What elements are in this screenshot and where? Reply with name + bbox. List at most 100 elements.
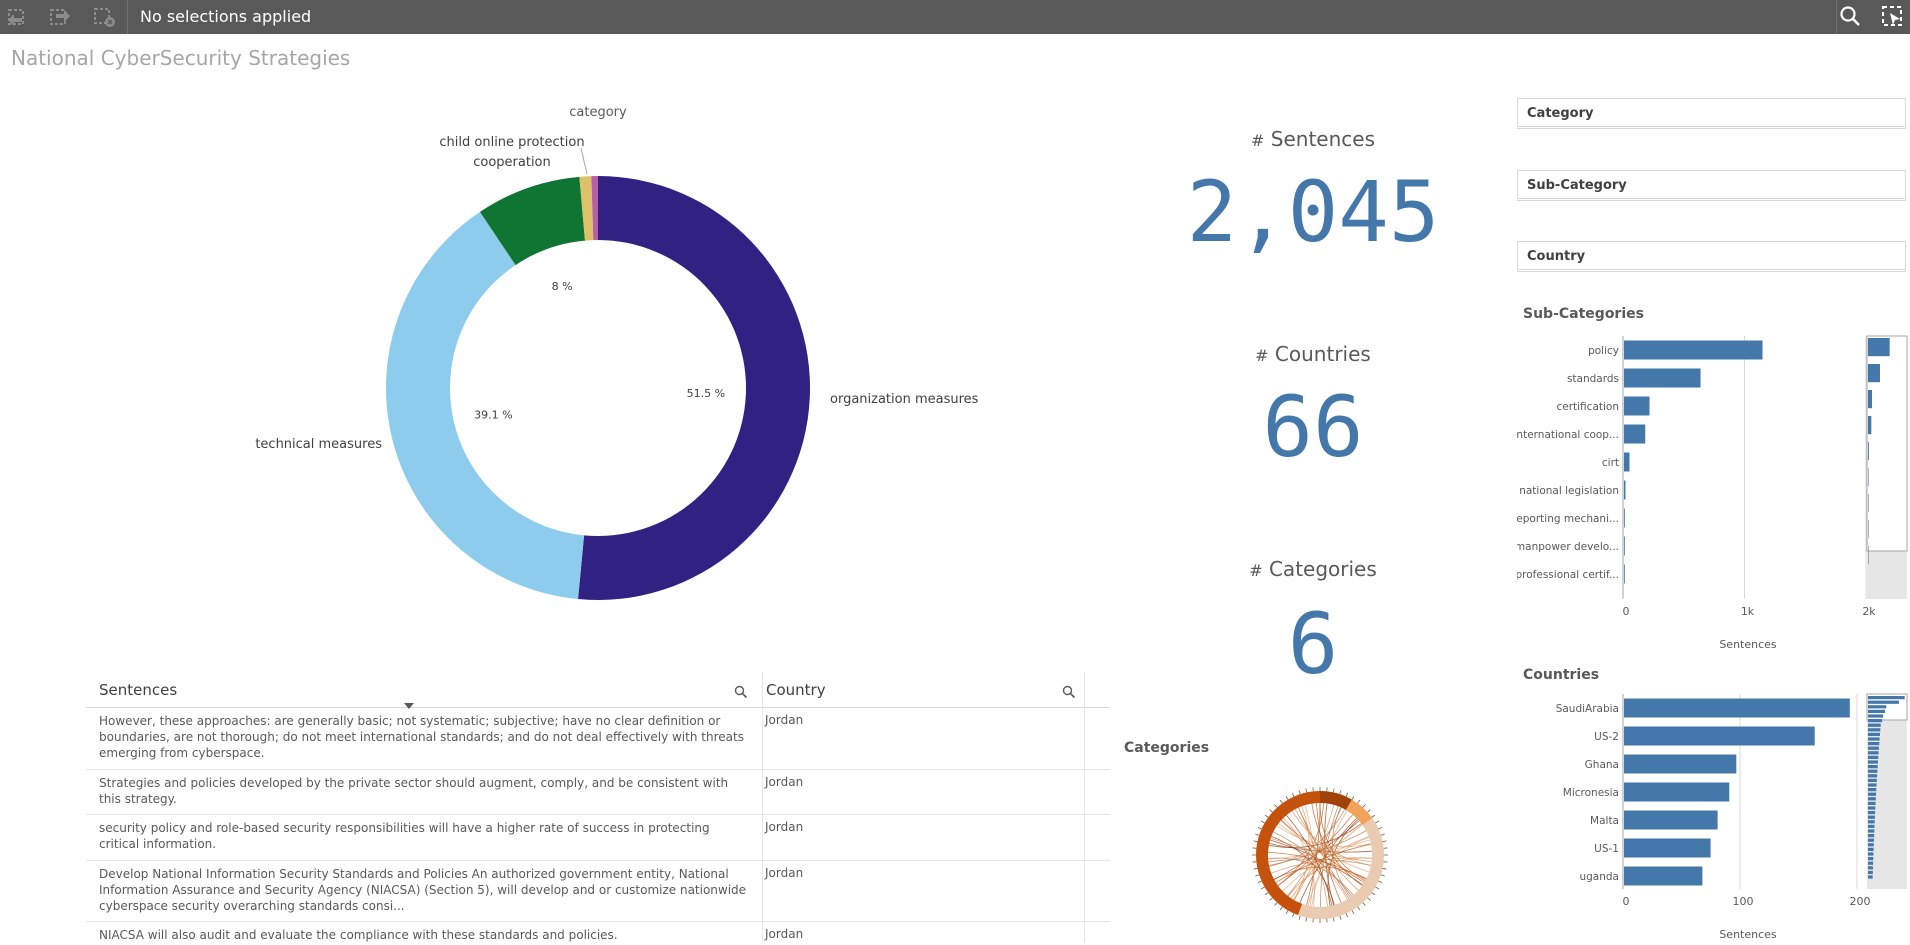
subcategories-category-labels: policy standards certification internationa… (1517, 345, 1619, 581)
donut-slice[interactable] (578, 176, 811, 600)
minichart-bar (1868, 778, 1877, 783)
step-forward-icon[interactable] (48, 6, 72, 28)
bar[interactable] (1624, 810, 1718, 830)
bar[interactable] (1624, 508, 1625, 528)
minichart-bar (1868, 696, 1905, 700)
category-label[interactable]: cirt (1602, 457, 1619, 469)
bar[interactable] (1624, 396, 1650, 416)
chord-tick (1264, 892, 1269, 896)
chord-ribbon (1297, 807, 1350, 899)
category-label[interactable]: US-1 (1594, 843, 1619, 855)
chord-tick (1380, 874, 1385, 877)
minichart-bar (1868, 746, 1879, 750)
category-label[interactable]: SaudiArabia (1556, 703, 1619, 715)
category-label[interactable]: international coop... (1517, 429, 1619, 441)
country-filter[interactable]: Country (1517, 241, 1906, 272)
minichart-bar (1868, 760, 1878, 764)
table-row[interactable]: security policy and role-based security … (86, 815, 1110, 861)
category-label[interactable]: Micronesia (1563, 787, 1619, 799)
chord-tick (1279, 799, 1283, 804)
table-cell-sentence: NIACSA will also audit and evaluate the … (99, 928, 618, 942)
category-label[interactable]: policy (1588, 345, 1619, 357)
subcategories-chart-title: Sub-Categories (1523, 306, 1644, 322)
table-row[interactable]: Develop National Information Security St… (86, 861, 1110, 922)
kpi-sentences-hash: # (1251, 131, 1265, 150)
minichart-bar (1868, 520, 1869, 539)
subcategory-filter[interactable]: Sub-Category (1517, 170, 1906, 201)
selection-tool-icon[interactable] (1881, 5, 1905, 27)
column-header-sentences[interactable]: Sentences (86, 672, 762, 709)
search-icon[interactable] (1062, 685, 1076, 699)
minichart-bar (1868, 847, 1874, 852)
chord-arc[interactable] (1256, 791, 1321, 916)
minichart-bar (1868, 792, 1877, 796)
category-label[interactable]: Ghana (1585, 759, 1619, 771)
chord-tick (1274, 804, 1278, 808)
sort-indicator-icon (404, 703, 414, 709)
donut-labels: 51.5 % 39.1 % 8 % organization measures tech… (255, 135, 978, 452)
table-cell-country: Jordan (765, 775, 804, 789)
kpi-categories-title: Categories (1268, 557, 1377, 581)
bar[interactable] (1624, 782, 1730, 802)
chord-ribbon (1291, 810, 1372, 866)
category-label[interactable]: US-2 (1594, 731, 1619, 743)
table-row[interactable]: NIACSA will also audit and evaluate the … (86, 922, 1110, 942)
bar[interactable] (1624, 866, 1703, 886)
subcategories-minichart-scrollbar[interactable] (1866, 335, 1908, 599)
chord-tick (1291, 913, 1295, 918)
tick-label: 200 (1850, 895, 1871, 908)
chord-tick (1371, 892, 1376, 896)
minichart-bar (1868, 742, 1880, 746)
bar[interactable] (1624, 424, 1646, 444)
category-label[interactable]: professional certif... (1517, 569, 1619, 581)
countries-x-axis-label: Sentences (1719, 928, 1777, 941)
table-cell-country: Jordan (765, 927, 804, 941)
bar[interactable] (1624, 838, 1711, 858)
category-label[interactable]: reporting mechani... (1517, 513, 1619, 525)
category-label[interactable]: Malta (1590, 815, 1619, 827)
countries-minichart-scrollbar[interactable] (1866, 693, 1908, 889)
bar[interactable] (1624, 698, 1850, 718)
minichart-bar (1868, 442, 1869, 461)
table-cell-country: Jordan (765, 820, 804, 834)
minichart-bar (1868, 765, 1878, 769)
chord-arc[interactable] (1298, 818, 1384, 919)
toolbar-separator (127, 0, 128, 34)
category-filter[interactable]: Category (1517, 98, 1906, 129)
donut-slice[interactable] (386, 211, 585, 600)
bar[interactable] (1624, 754, 1737, 774)
column-header-country[interactable]: Country (762, 672, 1084, 708)
category-label[interactable]: certification (1556, 401, 1619, 413)
donut-slice[interactable] (479, 176, 585, 266)
bar[interactable] (1624, 368, 1701, 388)
step-back-icon[interactable] (6, 6, 30, 28)
category-label[interactable]: uganda (1579, 871, 1619, 883)
bar[interactable] (1624, 536, 1625, 556)
bar[interactable] (1624, 564, 1625, 584)
minichart-bar (1868, 723, 1881, 727)
bar[interactable] (1624, 340, 1763, 360)
chord-ribbon (1304, 805, 1315, 907)
chord-arc[interactable] (1345, 799, 1373, 826)
chord-tick (1375, 820, 1380, 824)
search-icon[interactable] (1838, 5, 1862, 27)
bar[interactable] (1624, 452, 1630, 472)
minichart-bar (1868, 824, 1875, 829)
category-label[interactable]: national legislation (1519, 485, 1619, 497)
donut-slice[interactable] (579, 176, 594, 241)
table-row[interactable]: However, these approaches: are generally… (86, 708, 1110, 770)
bar[interactable] (1624, 480, 1626, 500)
category-label[interactable]: manpower develo... (1517, 541, 1619, 553)
minichart-bar (1868, 755, 1879, 760)
search-icon[interactable] (734, 685, 748, 699)
minichart-bar (1868, 834, 1875, 838)
clear-selections-icon[interactable] (93, 6, 117, 28)
minichart-bar (1868, 857, 1874, 861)
kpi-categories-label: # Categories (1163, 557, 1463, 581)
category-label[interactable]: standards (1567, 373, 1619, 385)
chord-arc[interactable] (1319, 791, 1352, 811)
table-row[interactable]: Strategies and policies developed by the… (86, 770, 1110, 815)
donut-slice[interactable] (591, 176, 598, 241)
chord-tick (1351, 795, 1355, 800)
bar[interactable] (1624, 726, 1815, 746)
